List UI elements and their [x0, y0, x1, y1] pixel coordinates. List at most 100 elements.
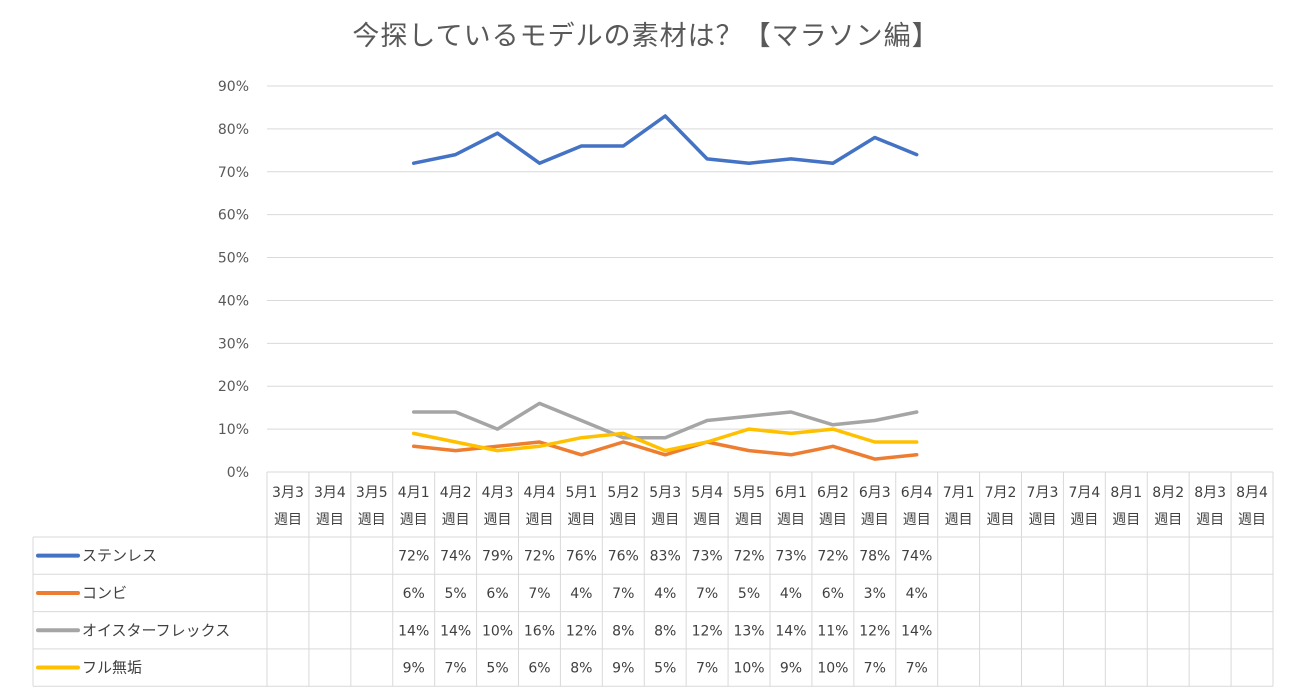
x-category-label: 週目: [651, 512, 679, 528]
data-label: 78%: [859, 549, 890, 565]
x-category-label: 週目: [1070, 512, 1098, 528]
data-label: 5%: [486, 661, 508, 677]
y-tick-label: 90%: [218, 79, 249, 95]
x-category-label: 6月1: [775, 485, 807, 501]
x-category-label: 週目: [316, 512, 344, 528]
y-tick-label: 70%: [218, 165, 249, 181]
data-label: 14%: [398, 623, 429, 639]
data-label: 7%: [528, 586, 550, 602]
x-category-label: 4月1: [398, 485, 430, 501]
x-category-label: 週目: [1154, 512, 1182, 528]
data-label: 76%: [566, 549, 597, 565]
data-label: 73%: [775, 549, 806, 565]
data-label: 10%: [733, 661, 764, 677]
x-category-label: 3月5: [356, 485, 388, 501]
x-category-label: 週目: [525, 512, 553, 528]
data-label: 79%: [482, 549, 513, 565]
data-label: 16%: [524, 623, 555, 639]
data-label: 11%: [817, 623, 848, 639]
data-label: 4%: [906, 586, 928, 602]
legend-label: ステンレス: [82, 547, 157, 565]
data-label: 12%: [566, 623, 597, 639]
x-category-label: 週目: [903, 512, 931, 528]
data-label: 7%: [696, 586, 718, 602]
legend-label: オイスターフレックス: [82, 621, 230, 639]
x-category-label: 週目: [693, 512, 721, 528]
x-category-label: 週目: [609, 512, 637, 528]
legend-label: フル無垢: [82, 659, 142, 677]
x-category-label: 3月3: [272, 485, 304, 501]
x-category-label: 週目: [861, 512, 889, 528]
data-label: 9%: [780, 661, 802, 677]
data-label: 72%: [817, 549, 848, 565]
x-category-label: 8月1: [1110, 485, 1142, 501]
x-category-label: 3月4: [314, 485, 346, 501]
data-label: 8%: [570, 661, 592, 677]
data-label: 7%: [612, 586, 634, 602]
data-label: 72%: [398, 549, 429, 565]
data-label: 12%: [859, 623, 890, 639]
series-line: [411, 114, 919, 165]
x-category-label: 週目: [945, 512, 973, 528]
data-label: 3%: [864, 586, 886, 602]
data-label: 14%: [901, 623, 932, 639]
data-label: 83%: [650, 549, 681, 565]
x-category-label: 週目: [1028, 512, 1056, 528]
x-category-label: 8月4: [1236, 485, 1268, 501]
chart-title: 今探しているモデルの素材は？【マラソン編】: [352, 21, 940, 52]
data-label: 14%: [440, 623, 471, 639]
x-category-label: 5月1: [565, 485, 597, 501]
data-label: 5%: [445, 586, 467, 602]
data-label: 74%: [440, 549, 471, 565]
data-label: 72%: [524, 549, 555, 565]
data-label: 74%: [901, 549, 932, 565]
x-category-label: 週目: [400, 512, 428, 528]
data-label: 4%: [570, 586, 592, 602]
x-category-label: 週目: [442, 512, 470, 528]
x-category-label: 週目: [1196, 512, 1224, 528]
x-category-label: 週目: [484, 512, 512, 528]
data-label: 6%: [486, 586, 508, 602]
data-label: 7%: [696, 661, 718, 677]
y-tick-label: 40%: [218, 293, 249, 309]
y-tick-label: 80%: [218, 122, 249, 138]
data-label: 10%: [482, 623, 513, 639]
data-label: 10%: [817, 661, 848, 677]
x-category-label: 週目: [1238, 512, 1266, 528]
x-category-label: 4月4: [524, 485, 556, 501]
x-category-label: 5月4: [691, 485, 723, 501]
x-category-label: 8月3: [1194, 485, 1226, 501]
y-tick-label: 30%: [218, 336, 249, 352]
series-line: [411, 401, 919, 440]
data-label: 72%: [733, 549, 764, 565]
y-tick-label: 10%: [218, 422, 249, 438]
x-category-label: 5月5: [733, 485, 765, 501]
series-line: [411, 440, 919, 461]
x-category-label: 5月2: [607, 485, 639, 501]
series-line: [411, 427, 919, 453]
x-category-label: 週目: [777, 512, 805, 528]
data-label: 4%: [654, 586, 676, 602]
x-category-label: 6月3: [859, 485, 891, 501]
data-label: 7%: [864, 661, 886, 677]
data-label: 8%: [654, 623, 676, 639]
data-label: 73%: [692, 549, 723, 565]
data-label: 7%: [445, 661, 467, 677]
x-category-label: 5月3: [649, 485, 681, 501]
data-label: 6%: [403, 586, 425, 602]
x-category-label: 6月2: [817, 485, 849, 501]
x-category-label: 6月4: [901, 485, 933, 501]
data-label: 8%: [612, 623, 634, 639]
x-category-label: 週目: [358, 512, 386, 528]
x-category-label: 週目: [274, 512, 302, 528]
x-category-label: 8月2: [1152, 485, 1184, 501]
y-tick-label: 50%: [218, 251, 249, 267]
y-tick-label: 0%: [227, 465, 249, 481]
x-category-label: 週目: [735, 512, 763, 528]
data-label: 14%: [775, 623, 806, 639]
data-label: 5%: [738, 586, 760, 602]
data-label: 5%: [654, 661, 676, 677]
x-category-label: 4月2: [440, 485, 472, 501]
legend-label: コンビ: [82, 584, 127, 602]
